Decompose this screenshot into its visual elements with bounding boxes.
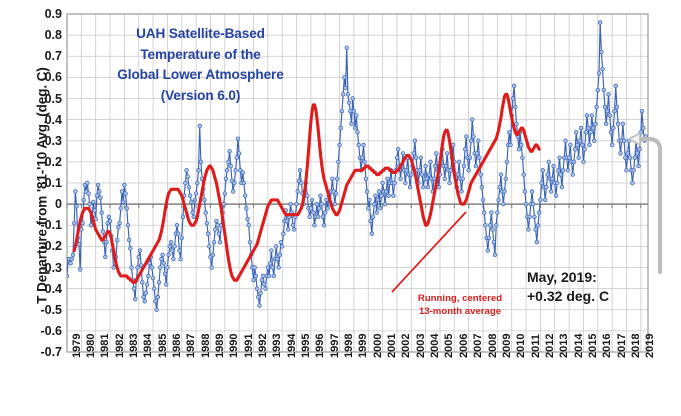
y-tick-0p9: 0.9 [44,7,62,21]
x-tick-2013: 2013 [558,333,571,358]
x-tick-1986: 1986 [170,333,183,358]
x-tick-1979: 1979 [70,333,83,358]
y-tick-neg0p1: -0.1 [40,218,62,233]
x-tick-2000: 2000 [371,333,384,358]
chart-title-line: Temperature of the [140,46,261,62]
x-tick-2003: 2003 [414,333,427,358]
x-tick-1984: 1984 [142,333,155,358]
x-tick-1983: 1983 [127,333,140,358]
x-tick-2008: 2008 [486,333,499,358]
y-tick-0p5: 0.5 [44,91,62,106]
x-tick-2012: 2012 [543,333,556,358]
x-tick-1998: 1998 [343,333,356,358]
x-tick-2004: 2004 [429,333,442,358]
x-tick-1989: 1989 [213,333,226,358]
plot-frame [66,13,649,353]
x-tick-1992: 1992 [256,333,269,358]
x-tick-2011: 2011 [529,334,542,358]
y-tick-neg0p7: -0.7 [40,345,62,359]
monthly-anomaly-series [67,20,648,312]
x-tick-1988: 1988 [199,333,212,358]
x-tick-1985: 1985 [156,333,169,358]
running-average-annotation-line: 13-month average [418,305,502,317]
latest-value-annotation-line: May, 2019: [527,269,597,285]
y-tick-0p6: 0.6 [44,70,62,85]
gridlines [66,13,648,353]
x-tick-1996: 1996 [314,333,327,358]
y-tick-0p2: 0.2 [44,154,62,169]
x-tick-2019: 2019 [644,333,657,358]
x-tick-2014: 2014 [572,333,585,358]
y-tick-neg0p2: -0.2 [40,239,62,254]
x-tick-1980: 1980 [84,333,97,358]
x-tick-1999: 1999 [357,333,370,358]
chart-title-line: (Version 6.0) [160,87,241,103]
x-tick-1982: 1982 [113,333,126,358]
x-tick-2009: 2009 [500,333,513,358]
x-tick-1987: 1987 [185,333,198,358]
y-tick-0p8: 0.8 [44,28,62,43]
x-tick-1995: 1995 [300,333,313,358]
y-tick-neg0p5: -0.5 [40,302,62,317]
latest-value-annotation-line: +0.32 deg. C [527,288,610,305]
y-tick-0p4: 0.4 [44,112,62,127]
x-tick-2007: 2007 [472,333,485,358]
zero-line [66,203,648,209]
y-tick-neg0p3: -0.3 [40,260,62,275]
x-tick-2001: 2001 [386,333,399,358]
chart-title-line: UAH Satellite-Based [136,26,265,41]
y-axis-tick-labels: 0.9 0.8 0.7 0.6 0.5 0.4 0.3 0.2 0.1 0 -0.1 -0.2 -0.3… [22,0,62,416]
chart-title: UAH Satellite-Based Temperature of the Glo… [88,24,313,107]
x-tick-1981: 1981 [99,333,112,358]
y-tick-0p1: 0.1 [44,176,62,190]
annotation-leader-line [391,211,467,293]
x-tick-1991: 1991 [242,333,255,358]
y-tick-0p3: 0.3 [44,133,62,148]
x-tick-2015: 2015 [586,333,599,358]
chart-title-line: Global Lower Atmosphere [117,67,284,83]
x-tick-1993: 1993 [271,333,284,358]
x-tick-2005: 2005 [443,333,456,358]
x-tick-2006: 2006 [457,333,470,358]
y-tick-neg0p4: -0.4 [40,281,62,296]
x-tick-2017: 2017 [615,333,628,358]
x-tick-1997: 1997 [328,333,341,358]
x-tick-2002: 2002 [400,333,413,358]
x-tick-1990: 1990 [228,333,241,358]
latest-value-callout-arrow [628,132,663,275]
latest-value-annotation: May, 2019: +0.32 deg. C [527,268,667,307]
x-tick-2016: 2016 [601,333,614,358]
running-average-annotation: Running, centered 13-month average [385,293,535,318]
y-tick-0: 0 [55,197,62,212]
x-tick-2010: 2010 [515,333,528,358]
y-tick-0p7: 0.7 [44,49,62,64]
running-average-annotation-line: Running, centered [417,293,503,304]
running-average-series [72,92,541,284]
x-tick-2018: 2018 [629,333,642,358]
y-tick-neg0p6: -0.6 [40,323,62,338]
x-tick-1994: 1994 [285,333,298,358]
